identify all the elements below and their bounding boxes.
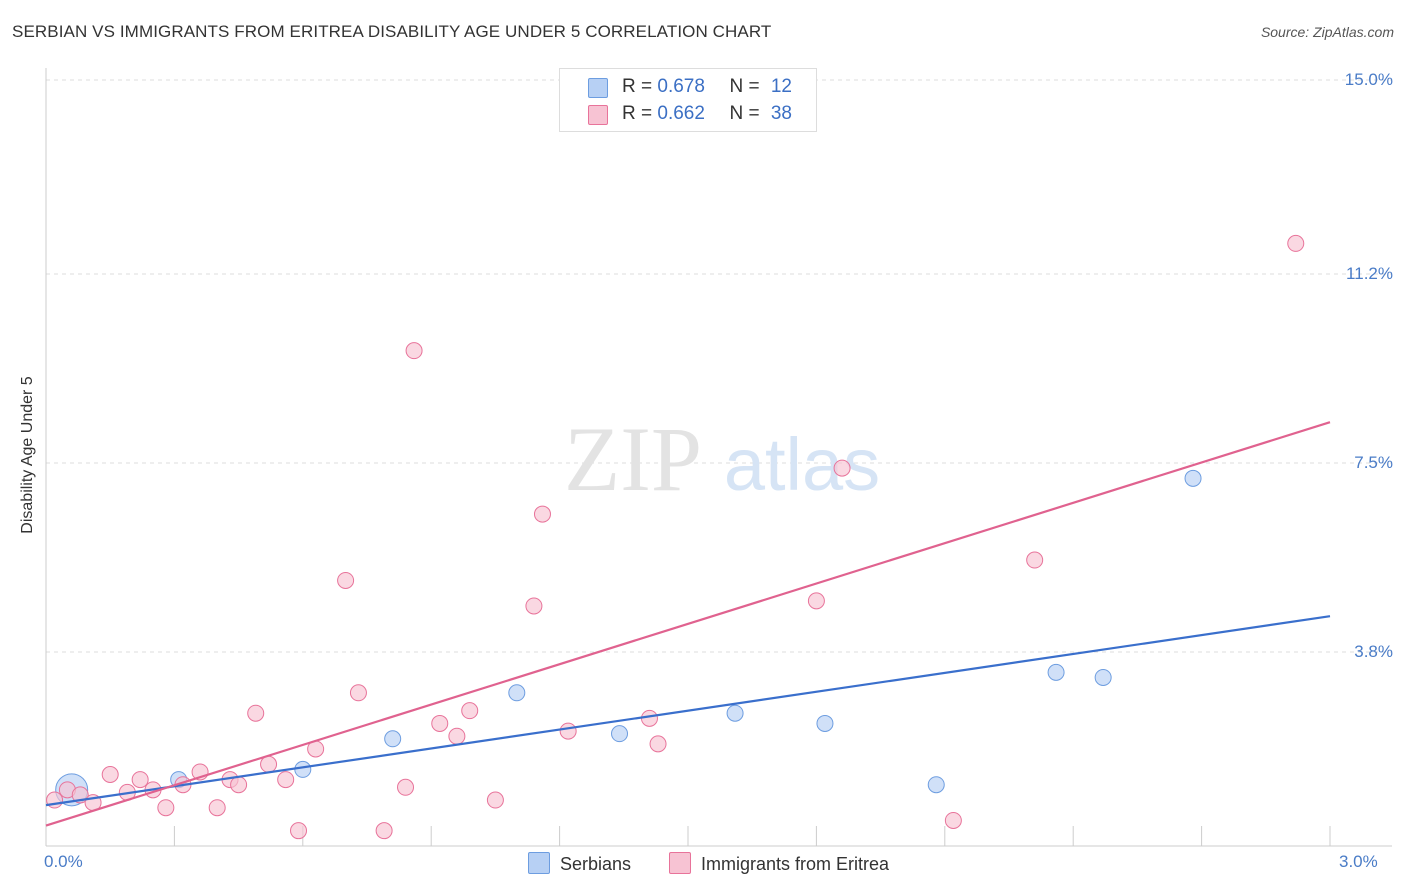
axes [45, 68, 1392, 847]
watermark-atlas: atlas [724, 423, 880, 506]
trend-lines [45, 421, 1331, 827]
point-eritrea-27 [486, 791, 504, 809]
point-serbians-7 [816, 714, 834, 732]
legend-n-label: N = [729, 103, 765, 124]
y-tick-label-1: 7.5% [1354, 453, 1393, 472]
series-serbians-points [55, 469, 1202, 807]
point-eritrea-8 [157, 799, 175, 817]
point-serbians-4 [508, 684, 526, 702]
y-tick-label-0: 3.8% [1354, 641, 1393, 661]
point-eritrea-6 [131, 771, 149, 789]
point-eritrea-14 [247, 704, 265, 722]
legend-n-value: 12 [770, 76, 792, 97]
watermark-zip: ZIP [564, 408, 702, 510]
stats-legend: R = 0.678 N = 12 R = 0.662 N = 38 [559, 68, 817, 132]
point-serbians-11 [1184, 469, 1202, 487]
y-tick-label-3: 15.0% [1344, 70, 1393, 89]
trend-line-serbians [45, 615, 1331, 807]
point-eritrea-20 [349, 684, 367, 702]
bottom-legend-label: Immigrants from Eritrea [701, 854, 890, 874]
bottom-swatch-eritrea [669, 852, 691, 874]
point-serbians-10 [1094, 668, 1112, 686]
point-eritrea-11 [208, 799, 226, 817]
point-eritrea-36 [1026, 551, 1044, 569]
point-eritrea-16 [277, 771, 295, 789]
point-eritrea-23 [405, 342, 423, 360]
legend-r-label: R = [622, 103, 658, 124]
bottom-legend-label: Serbians [560, 854, 632, 874]
point-eritrea-17 [290, 822, 308, 840]
point-eritrea-29 [533, 505, 551, 523]
legend-r-label: R = [622, 76, 658, 97]
trend-line-eritrea [45, 421, 1331, 827]
point-eritrea-35 [944, 811, 962, 829]
point-eritrea-4 [101, 766, 119, 784]
chart-title: SERBIAN VS IMMIGRANTS FROM ERITREA DISAB… [12, 22, 772, 41]
point-eritrea-25 [448, 727, 466, 745]
point-eritrea-24 [431, 714, 449, 732]
point-eritrea-15 [260, 755, 278, 773]
y-tick-label-2: 11.2% [1346, 264, 1393, 284]
legend-n-value: 38 [770, 103, 792, 124]
point-eritrea-30 [559, 722, 577, 740]
legend-n-label: N = [729, 76, 765, 97]
legend-swatch-eritrea [588, 105, 608, 125]
point-eritrea-26 [461, 702, 479, 720]
bottom-legend-serbians: Serbians [528, 852, 631, 875]
x-tick-max: 3.0% [1339, 852, 1378, 871]
legend-swatch-serbians [588, 78, 608, 98]
point-eritrea-28 [525, 597, 543, 615]
bottom-legend-eritrea: Immigrants from Eritrea [669, 852, 889, 875]
x-tick-min: 0.0% [44, 852, 83, 871]
point-eritrea-34 [833, 459, 851, 477]
legend-r-value: 0.662 [657, 103, 705, 124]
bottom-swatch-serbians [528, 852, 550, 874]
point-eritrea-32 [649, 735, 667, 753]
point-serbians-5 [611, 725, 629, 743]
point-serbians-3 [384, 730, 402, 748]
point-eritrea-33 [807, 592, 825, 610]
point-serbians-2 [294, 760, 312, 778]
series-eritrea-points [46, 234, 1305, 840]
point-serbians-8 [927, 776, 945, 794]
source-label: Source: ZipAtlas.com [1260, 24, 1394, 40]
grid-lines [46, 79, 1392, 653]
point-serbians-6 [726, 704, 744, 722]
legend-r-value: 0.678 [657, 76, 705, 97]
point-eritrea-13 [230, 776, 248, 794]
point-eritrea-21 [375, 822, 393, 840]
point-eritrea-19 [337, 571, 355, 589]
point-serbians-9 [1047, 663, 1065, 681]
point-eritrea-31 [640, 709, 658, 727]
point-eritrea-22 [397, 778, 415, 796]
point-eritrea-37 [1287, 234, 1305, 252]
